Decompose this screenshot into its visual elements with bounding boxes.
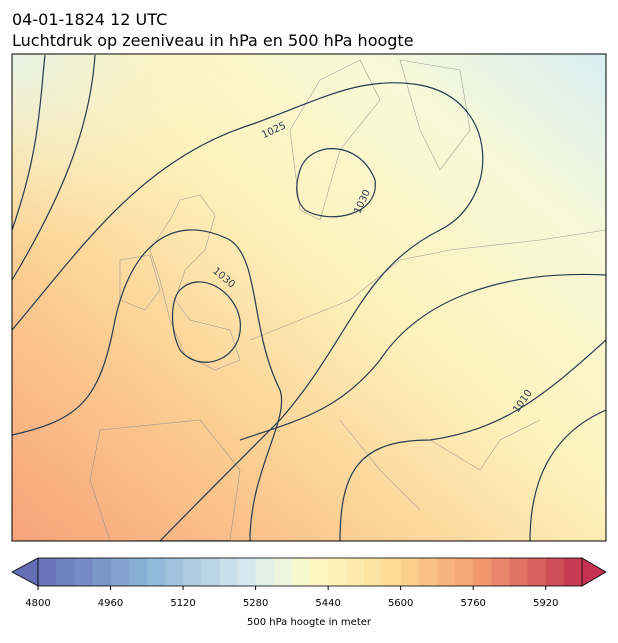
colorbar-swatch: [328, 558, 347, 586]
colorbar-swatch: [146, 558, 166, 586]
colorbar-swatch: [346, 558, 365, 586]
title: Luchtdruk op zeeniveau in hPa en 500 hPa…: [12, 31, 414, 50]
colorbar-label: 500 hPa hoogte in meter: [247, 617, 372, 628]
colorbar-swatch: [291, 558, 311, 586]
colorbar-tick-label: 4960: [98, 598, 123, 609]
colorbar-swatch: [364, 558, 384, 586]
colorbar-swatch: [473, 558, 492, 586]
colorbar-swatch: [164, 558, 184, 586]
colorbar-extend-high: [581, 557, 607, 587]
colorbar-swatch: [201, 558, 220, 586]
isobars: [12, 54, 606, 541]
colorbar-swatch: [400, 558, 420, 586]
colorbar-swatch: [563, 558, 583, 586]
colorbar-swatch: [255, 558, 275, 586]
colorbar-extend-low: [11, 557, 39, 587]
colorbar-swatch: [74, 558, 93, 586]
colorbar-swatch: [418, 558, 438, 586]
colorbar-swatch: [92, 558, 112, 586]
colorbar-swatch: [455, 558, 474, 586]
colorbar-swatch: [436, 558, 456, 586]
colorbar-frame: [37, 557, 583, 587]
colorbar-swatch: [509, 558, 529, 586]
title-date: 04-01-1824 12 UTC: [12, 10, 167, 29]
map-frame: [11, 53, 607, 542]
colorbar-tick-label: 5920: [533, 598, 558, 609]
colorbar-swatch: [110, 558, 130, 586]
colorbar-swatch: [128, 558, 148, 586]
colorbar-swatch: [237, 558, 257, 586]
colorbar-swatch: [527, 558, 547, 586]
colorbar-swatch: [219, 558, 238, 586]
colorbar-swatch: [183, 558, 202, 586]
colorbar-tick-label: 5600: [388, 598, 413, 609]
height-field-overlay: [12, 54, 606, 541]
colorbar-tick-label: 5760: [460, 598, 485, 609]
colorbar-swatch: [56, 558, 75, 586]
colorbar-swatch: [382, 558, 402, 586]
colorbar: 4800 4960 5120 5280 5440 5600 5760 5920: [11, 557, 607, 609]
colorbar-swatch: [38, 558, 57, 586]
colorbar-swatch: [310, 558, 329, 586]
colorbar-swatch: [491, 558, 510, 586]
colorbar-swatch: [545, 558, 565, 586]
colorbar-tick-label: 5120: [170, 598, 195, 609]
colorbar-tick-label: 5440: [315, 598, 340, 609]
map: [12, 54, 606, 541]
colorbar-tick-label: 5280: [243, 598, 268, 609]
colorbar-tick-label: 4800: [25, 598, 50, 609]
colorbar-swatch: [273, 558, 293, 586]
